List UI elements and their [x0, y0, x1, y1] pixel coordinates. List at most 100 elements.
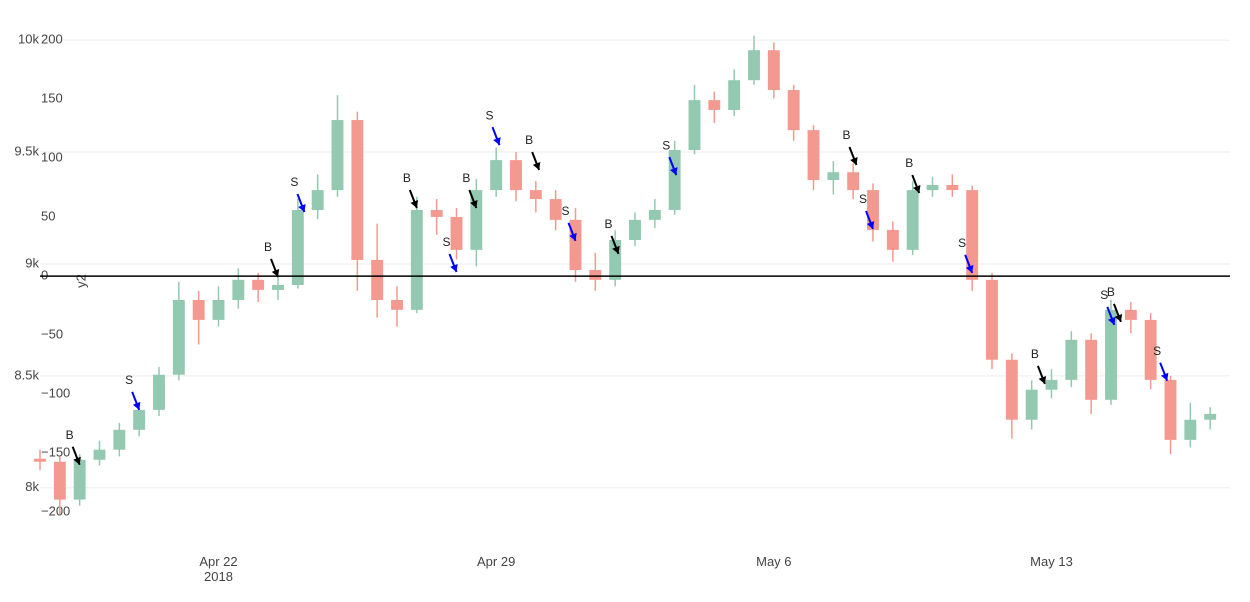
annotation-label: B — [1031, 347, 1039, 361]
candle-body — [629, 219, 641, 241]
y2-tick-label: 50 — [41, 209, 55, 224]
candle-body — [589, 269, 602, 280]
annotation-label: S — [1153, 344, 1161, 358]
y2-tick-label: −50 — [41, 327, 63, 342]
candle-body — [133, 409, 146, 430]
annotation-arrowhead — [850, 157, 858, 166]
candle-body — [767, 50, 780, 91]
x-tick-label: Apr 29 — [477, 554, 515, 569]
candle-body — [1065, 339, 1078, 380]
y2-tick-label: −200 — [41, 504, 70, 519]
annotation-arrowhead — [1114, 313, 1123, 322]
annotation-arrowhead — [1160, 372, 1169, 381]
candle-body — [172, 299, 185, 375]
y2-axis-title: y2 — [73, 274, 88, 288]
annotation-arrowhead — [298, 204, 306, 213]
y2-tick-label: 0 — [41, 268, 48, 283]
candle-body — [153, 374, 165, 410]
y-tick-label: 9.5k — [14, 143, 39, 158]
annotation-arrowhead — [965, 264, 974, 273]
annotation-arrowhead — [450, 264, 458, 273]
candle-body — [252, 279, 265, 290]
annotation-label: B — [604, 217, 612, 231]
candle-body — [569, 219, 582, 270]
candle-body — [113, 429, 126, 450]
candle-body — [926, 184, 939, 191]
annotation-label: S — [1100, 288, 1108, 302]
y2-tick-label: 150 — [41, 91, 63, 106]
annotation-label: B — [264, 240, 272, 254]
candle-body — [946, 184, 959, 191]
candle-body — [668, 150, 681, 211]
annotation-arrowhead — [410, 200, 419, 208]
candle-body — [510, 160, 522, 191]
y2-tick-label: 200 — [41, 32, 63, 47]
candle-body — [73, 459, 86, 500]
candle-body — [708, 100, 721, 110]
annotation-label: B — [462, 171, 470, 185]
y-tick-label: 9k — [25, 255, 39, 270]
annotation-arrowhead — [493, 137, 501, 146]
y2-tick-label: −100 — [41, 386, 70, 401]
annotation-label: B — [403, 171, 411, 185]
annotation-arrowhead — [569, 232, 577, 241]
annotation-arrowhead — [612, 245, 620, 254]
candle-body — [212, 299, 225, 320]
candle-body — [1144, 319, 1157, 380]
candle-body — [410, 210, 423, 310]
candle-body — [1005, 359, 1018, 420]
candle-body — [291, 210, 304, 285]
candle-body — [529, 190, 542, 200]
candle-body — [1025, 389, 1038, 420]
annotation-label: B — [66, 428, 74, 442]
candle-body — [886, 229, 899, 250]
candle-body — [93, 449, 106, 460]
candle-body — [1164, 379, 1177, 440]
candle-body — [1045, 379, 1058, 390]
annotation-arrowhead — [532, 161, 541, 170]
annotation-label: S — [561, 204, 569, 218]
candle-body — [906, 190, 919, 250]
candle-body — [311, 190, 324, 211]
candle-body — [847, 172, 860, 191]
annotation-label: S — [290, 175, 298, 189]
candle-body — [450, 216, 463, 250]
x-tick-label: May 6 — [756, 554, 791, 569]
candle-body — [53, 461, 66, 500]
candle-body — [787, 90, 800, 131]
annotation-arrowhead — [271, 268, 280, 277]
annotation-label: B — [1107, 285, 1115, 299]
candle-body — [331, 120, 344, 191]
candle-body — [430, 210, 443, 217]
annotation-arrowhead — [132, 401, 141, 410]
annotation-arrowhead — [1108, 316, 1116, 325]
candle-body — [966, 190, 979, 280]
y2-tick-label: −150 — [41, 445, 70, 460]
y-tick-label: 8k — [25, 479, 39, 494]
candle-body — [232, 279, 245, 300]
candle-body — [807, 130, 820, 181]
candle-body — [272, 284, 284, 290]
candle-body — [827, 172, 840, 181]
candle-body — [490, 160, 503, 191]
candle-body — [192, 299, 205, 320]
annotation-arrowhead — [73, 456, 81, 465]
candle-body — [371, 259, 384, 300]
annotation-label: S — [125, 373, 133, 387]
annotation-label: S — [958, 236, 966, 250]
candle-body — [34, 458, 46, 462]
candle-body — [609, 240, 622, 280]
candle-body — [986, 279, 998, 360]
x-tick-label: May 13 — [1030, 554, 1073, 569]
annotation-arrowhead — [670, 167, 678, 176]
candle-body — [1105, 309, 1117, 400]
candle-body — [1184, 419, 1197, 440]
candle-body — [1204, 413, 1217, 420]
x-tick-label: Apr 22 2018 — [199, 554, 237, 584]
annotation-label: B — [525, 133, 533, 147]
annotation-arrowhead — [866, 221, 875, 230]
candle-body — [867, 190, 879, 230]
annotation-label: S — [442, 235, 450, 249]
candle-body — [728, 80, 741, 110]
